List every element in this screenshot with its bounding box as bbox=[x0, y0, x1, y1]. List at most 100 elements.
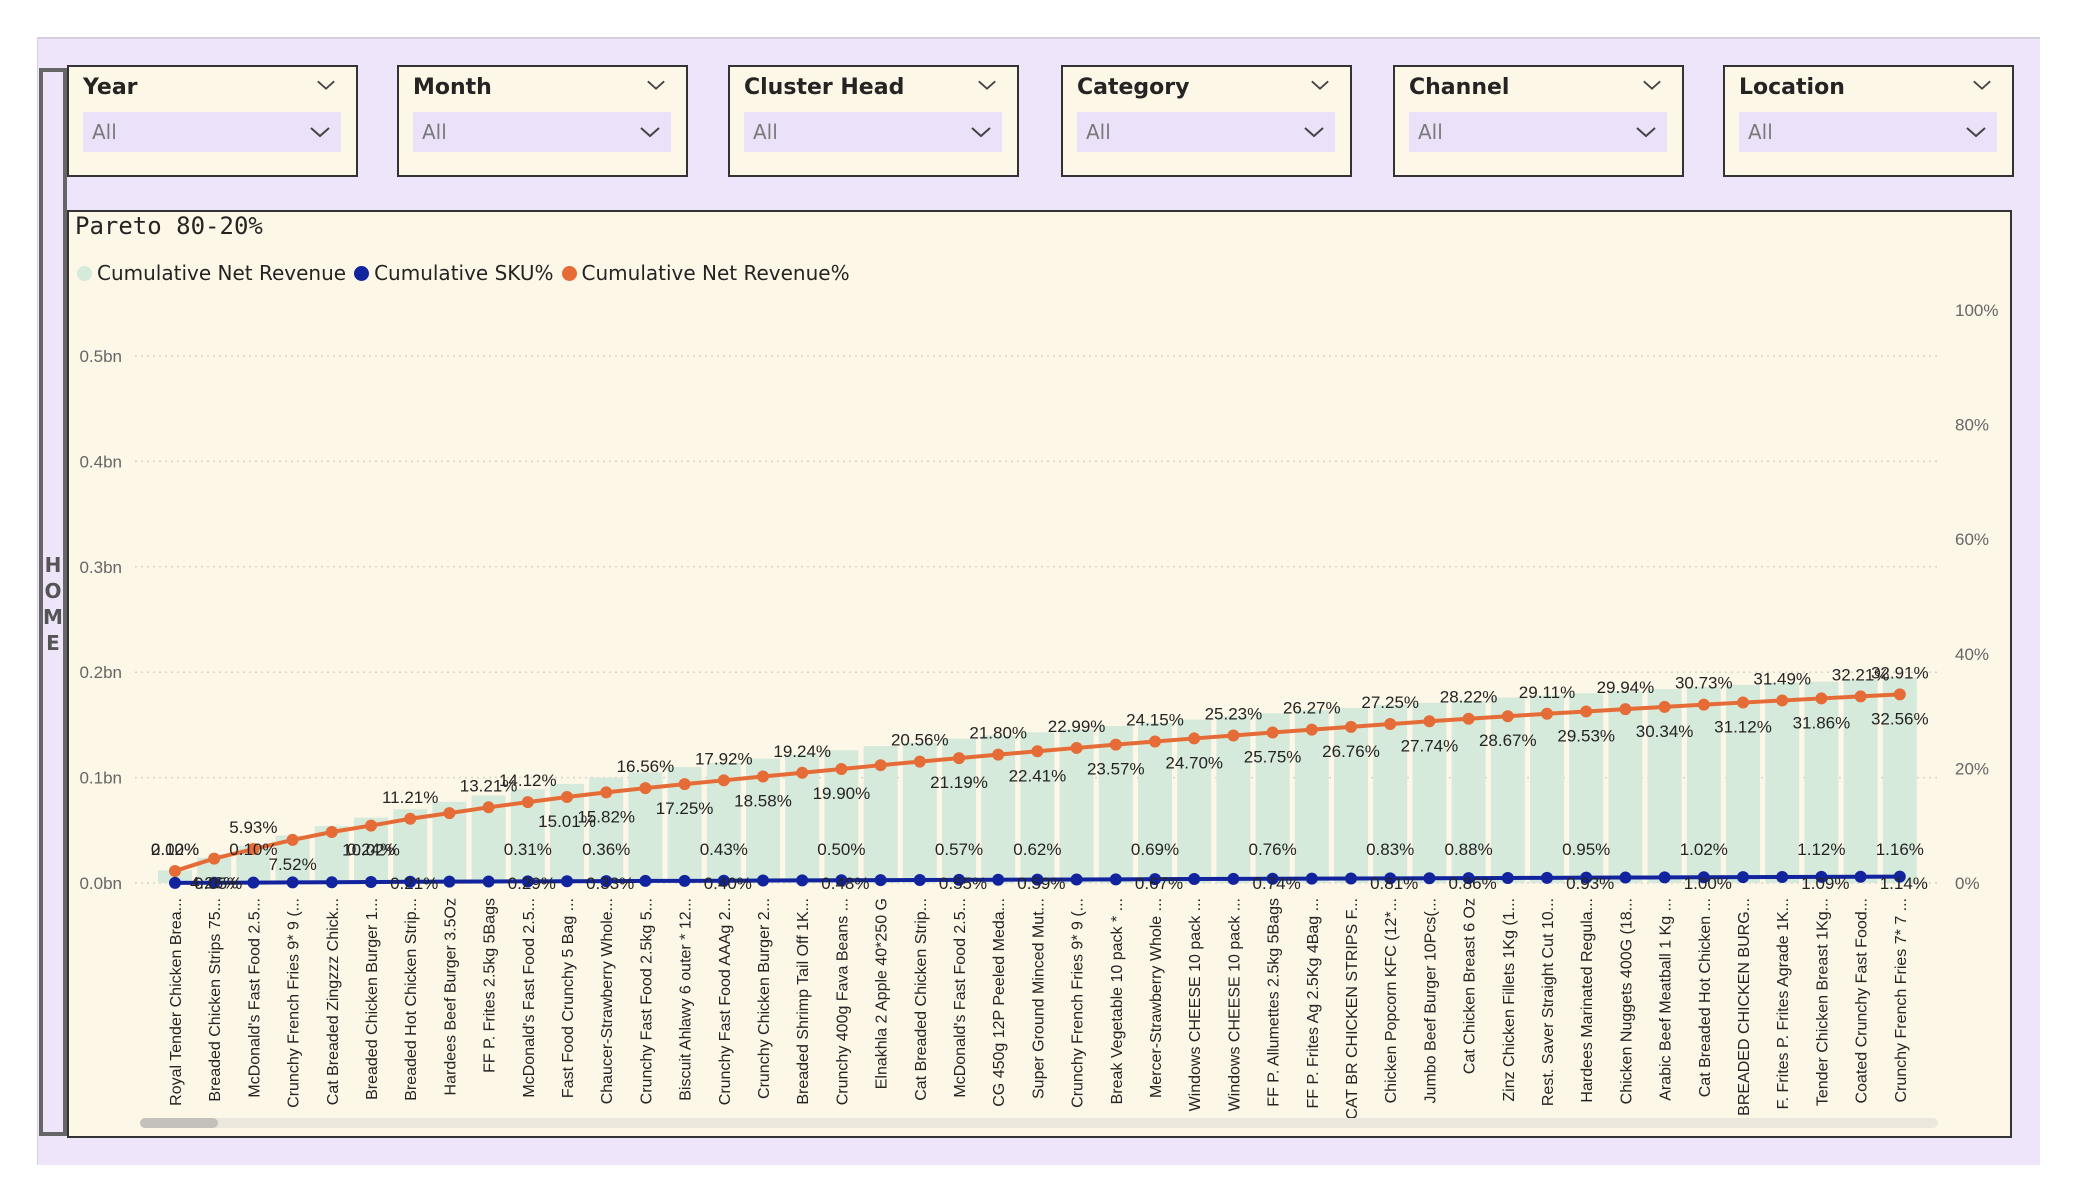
cumulative-sku-pct-point bbox=[1266, 872, 1279, 885]
chevron-down-icon bbox=[1303, 124, 1325, 140]
y-left-tick-label: 0.1bn bbox=[79, 769, 122, 788]
cumulative-sku-pct-point bbox=[404, 875, 417, 888]
revenue-pct-data-label: 30.73% bbox=[1675, 674, 1733, 693]
location-slicer: Location All bbox=[1723, 65, 2014, 177]
collapse-chevron-icon[interactable] bbox=[1972, 77, 1992, 93]
chevron-down-icon bbox=[1635, 124, 1657, 140]
y-right-tick-label: 20% bbox=[1955, 759, 1989, 778]
cumulative-sku-pct-point bbox=[247, 876, 260, 889]
legend-item[interactable]: Cumulative Net Revenue bbox=[77, 261, 346, 285]
y-right-tick-label: 60% bbox=[1955, 530, 1989, 549]
cumulative-revenue-pct-point bbox=[1776, 694, 1789, 707]
y-left-tick-label: 0.3bn bbox=[79, 558, 122, 577]
x-category-label: McDonald's Fast Food 2.5... bbox=[246, 898, 263, 1098]
location-dropdown[interactable]: All bbox=[1739, 112, 1997, 152]
x-category-label: Crunchy Fast Food 2.5kg 5... bbox=[638, 898, 655, 1104]
collapse-chevron-icon[interactable] bbox=[977, 77, 997, 93]
cumulative-sku-pct-point bbox=[1619, 871, 1632, 884]
cumulative-revenue-pct-point bbox=[208, 852, 221, 865]
legend-item[interactable]: Cumulative SKU% bbox=[354, 261, 554, 285]
cumulative-revenue-pct-point bbox=[325, 826, 338, 839]
legend-item[interactable]: Cumulative Net Revenue% bbox=[561, 261, 850, 285]
cumulative-sku-pct-point bbox=[1776, 870, 1789, 883]
x-category-label: Crunchy 400g Fava Beans ... bbox=[834, 898, 851, 1105]
collapse-chevron-icon[interactable] bbox=[316, 77, 336, 93]
month-dropdown[interactable]: All bbox=[413, 112, 671, 152]
revenue-bar bbox=[1294, 710, 1329, 883]
cluster-head-selected-value: All bbox=[753, 120, 778, 144]
cumulative-sku-pct-point bbox=[561, 875, 573, 888]
revenue-pct-data-label: 2.10% bbox=[151, 840, 199, 859]
chart-legend: Cumulative Net Revenue Cumulative SKU% Cum… bbox=[77, 261, 858, 285]
sku-pct-data-label: 0.62% bbox=[1013, 840, 1061, 859]
cumulative-sku-pct-point bbox=[1188, 873, 1201, 886]
cumulative-sku-pct-point bbox=[1345, 872, 1357, 885]
x-category-label: Crunchy Chicken Burger 2... bbox=[756, 898, 773, 1099]
collapse-chevron-icon[interactable] bbox=[1310, 77, 1330, 93]
revenue-pct-data-label: 4.26% bbox=[190, 874, 238, 893]
cumulative-revenue-pct-point bbox=[992, 748, 1005, 761]
cumulative-sku-pct-point bbox=[1070, 873, 1083, 886]
cumulative-sku-pct-point bbox=[1305, 872, 1318, 885]
year-dropdown[interactable]: All bbox=[83, 112, 341, 152]
revenue-pct-data-label: 22.99% bbox=[1048, 717, 1106, 736]
x-category-label: F. Frites P. Frites Agrade 1K... bbox=[1775, 898, 1792, 1109]
cumulative-revenue-pct-point bbox=[1541, 707, 1553, 720]
revenue-bar bbox=[1608, 691, 1643, 883]
channel-slicer-title: Channel bbox=[1409, 75, 1510, 100]
y-right-tick-label: 100% bbox=[1955, 301, 1998, 320]
revenue-pct-data-label: 26.76% bbox=[1322, 742, 1380, 761]
sku-pct-data-label: 0.50% bbox=[817, 840, 865, 859]
category-dropdown[interactable]: All bbox=[1077, 112, 1335, 152]
chart-horizontal-scrollbar[interactable] bbox=[140, 1118, 1938, 1128]
chevron-down-icon bbox=[1965, 124, 1987, 140]
cumulative-sku-pct-point bbox=[1384, 872, 1397, 885]
cluster-head-dropdown[interactable]: All bbox=[744, 112, 1002, 152]
cumulative-sku-pct-point bbox=[835, 874, 848, 887]
cumulative-sku-pct-point bbox=[678, 874, 691, 887]
cumulative-sku-pct-point bbox=[953, 873, 965, 886]
collapse-chevron-icon[interactable] bbox=[646, 77, 666, 93]
cumulative-revenue-pct-point bbox=[796, 766, 809, 779]
revenue-pct-data-label: 29.11% bbox=[1519, 683, 1575, 702]
revenue-pct-data-label: 14.12% bbox=[499, 771, 557, 790]
scrollbar-thumb[interactable] bbox=[140, 1118, 218, 1128]
x-category-label: Crunchy Fast Food AAAg 2... bbox=[717, 898, 734, 1105]
category-slicer-title: Category bbox=[1077, 75, 1190, 100]
revenue-pct-data-label: 22.41% bbox=[1009, 766, 1067, 785]
cumulative-sku-pct-point bbox=[1854, 870, 1867, 883]
x-category-label: Windows CHEESE 10 pack ... bbox=[1187, 898, 1204, 1111]
cumulative-revenue-pct-point bbox=[1854, 690, 1867, 703]
revenue-pct-data-label: 25.75% bbox=[1244, 747, 1302, 766]
revenue-pct-data-label: 32.21% bbox=[1832, 665, 1890, 684]
revenue-bar bbox=[1334, 708, 1368, 883]
cumulative-revenue-pct-point bbox=[757, 770, 769, 783]
revenue-pct-data-label: 17.25% bbox=[656, 799, 714, 818]
cumulative-revenue-pct-point bbox=[639, 782, 652, 795]
revenue-pct-data-label: 17.92% bbox=[695, 749, 753, 768]
chevron-down-icon bbox=[639, 124, 661, 140]
y-left-tick-label: 0.5bn bbox=[79, 347, 122, 366]
channel-slicer: Channel All bbox=[1393, 65, 1684, 177]
channel-dropdown[interactable]: All bbox=[1409, 112, 1667, 152]
year-slicer-title: Year bbox=[83, 75, 138, 100]
collapse-chevron-icon[interactable] bbox=[1642, 77, 1662, 93]
cumulative-sku-pct-point bbox=[169, 876, 181, 889]
cumulative-sku-pct-point bbox=[639, 874, 652, 887]
y-right-tick-label: 0% bbox=[1955, 874, 1980, 893]
sku-pct-data-label: 1.12% bbox=[1797, 840, 1845, 859]
sku-line-data-label: 0.48% bbox=[821, 874, 869, 893]
cumulative-sku-pct-point bbox=[1031, 873, 1044, 886]
cumulative-sku-pct-point bbox=[1815, 870, 1828, 883]
cumulative-sku-pct-point bbox=[1149, 873, 1161, 886]
revenue-pct-data-label: 21.80% bbox=[969, 724, 1027, 743]
revenue-bar bbox=[1726, 684, 1760, 883]
y-left-tick-label: 0.4bn bbox=[79, 452, 122, 471]
revenue-pct-data-label: 28.22% bbox=[1440, 688, 1498, 707]
x-category-label: CG 450g 12P Peeled Meda... bbox=[991, 898, 1008, 1107]
cumulative-revenue-pct-point bbox=[1580, 705, 1593, 718]
revenue-pct-data-label: 31.49% bbox=[1753, 669, 1811, 688]
revenue-bar bbox=[1216, 716, 1251, 883]
